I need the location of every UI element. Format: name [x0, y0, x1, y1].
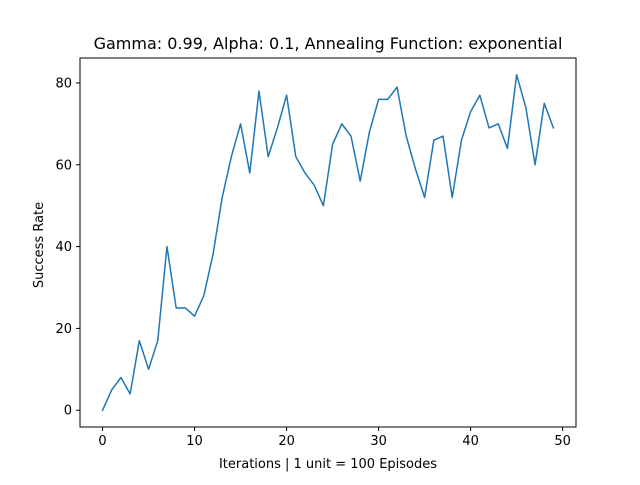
y-axis-label: Success Rate	[32, 202, 47, 288]
x-tick-label: 40	[462, 434, 479, 449]
x-tick-label: 0	[98, 434, 106, 449]
plot-area: 0 10 20 30 40 50 0 20 40 60 80	[55, 57, 577, 449]
x-tick-label: 10	[186, 434, 203, 449]
y-tick-label: 60	[55, 158, 72, 173]
axes-frame	[79, 57, 577, 428]
y-tick-label: 40	[55, 240, 72, 255]
x-tick-label: 20	[278, 434, 295, 449]
y-tick-label: 80	[55, 76, 72, 91]
y-tick-label: 0	[64, 404, 72, 419]
x-tick-label: 50	[554, 434, 571, 449]
x-axis-label: Iterations | 1 unit = 100 Episodes	[219, 457, 437, 472]
y-tick-label: 20	[55, 322, 72, 337]
series-line-0	[101, 74, 555, 412]
chart-title: Gamma: 0.99, Alpha: 0.1, Annealing Funct…	[94, 34, 563, 53]
x-tick-label: 30	[370, 434, 387, 449]
